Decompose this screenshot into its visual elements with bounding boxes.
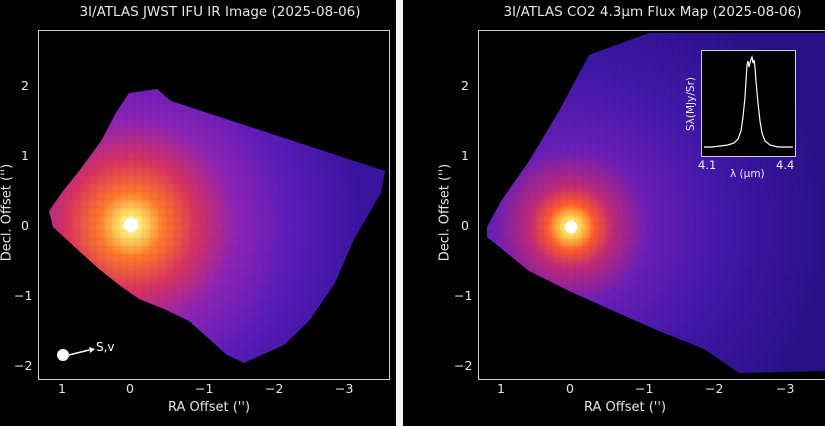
right-panel-title: 3I/ATLAS CO2 4.3µm Flux Map (2025-08-06)	[503, 4, 802, 20]
panel-divider	[396, 0, 403, 426]
direction-arrow	[68, 349, 90, 356]
direction-marker-dot	[57, 349, 69, 361]
spectrum-inset	[701, 50, 796, 157]
right-y-tick: 0	[461, 218, 469, 233]
left-x-tick: −1	[195, 381, 214, 396]
inset-x-label: λ (µm)	[730, 168, 765, 180]
spectrum-plot	[704, 55, 793, 148]
left-nucleus	[124, 218, 138, 232]
inset-x-tick: 4.1	[698, 158, 717, 172]
left-y-tick: 2	[21, 78, 29, 93]
left-x-tick: −2	[265, 381, 284, 396]
left-x-tick: 0	[126, 381, 134, 396]
left-x-axis-label: RA Offset ('')	[168, 400, 251, 415]
right-x-tick: −2	[705, 381, 724, 396]
spectrum-line	[704, 55, 793, 148]
left-panel-title: 3I/ATLAS JWST IFU IR Image (2025-08-06)	[79, 4, 361, 20]
left-ir-image	[39, 31, 389, 379]
right-nucleus	[565, 221, 577, 233]
left-y-tick: −2	[14, 358, 33, 373]
right-y-axis-label: Decl. Offset ('')	[437, 163, 453, 262]
inset-y-label: Sλ(MJy/Sr)	[685, 77, 697, 131]
right-x-axis-label: RA Offset ('')	[584, 400, 667, 415]
direction-label: S,v	[96, 340, 115, 354]
left-y-axis-label: Decl. Offset ('')	[0, 163, 15, 262]
left-x-tick: 1	[58, 381, 66, 396]
right-y-tick: 2	[461, 78, 469, 93]
inset-x-tick: 4.4	[776, 158, 795, 172]
right-x-tick: −1	[635, 381, 654, 396]
right-y-tick: −1	[454, 288, 473, 303]
left-x-tick: −3	[335, 381, 354, 396]
left-y-tick: −1	[14, 288, 33, 303]
left-y-tick: 1	[21, 148, 29, 163]
left-y-tick: 0	[21, 218, 29, 233]
right-x-tick: 0	[566, 381, 574, 396]
right-x-tick: −3	[776, 381, 795, 396]
left-image-frame	[38, 30, 390, 380]
right-y-tick: 1	[461, 148, 469, 163]
right-x-tick: 1	[497, 381, 505, 396]
right-y-tick: −2	[454, 358, 473, 373]
